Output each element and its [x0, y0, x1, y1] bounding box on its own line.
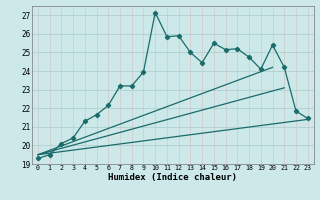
X-axis label: Humidex (Indice chaleur): Humidex (Indice chaleur) — [108, 173, 237, 182]
